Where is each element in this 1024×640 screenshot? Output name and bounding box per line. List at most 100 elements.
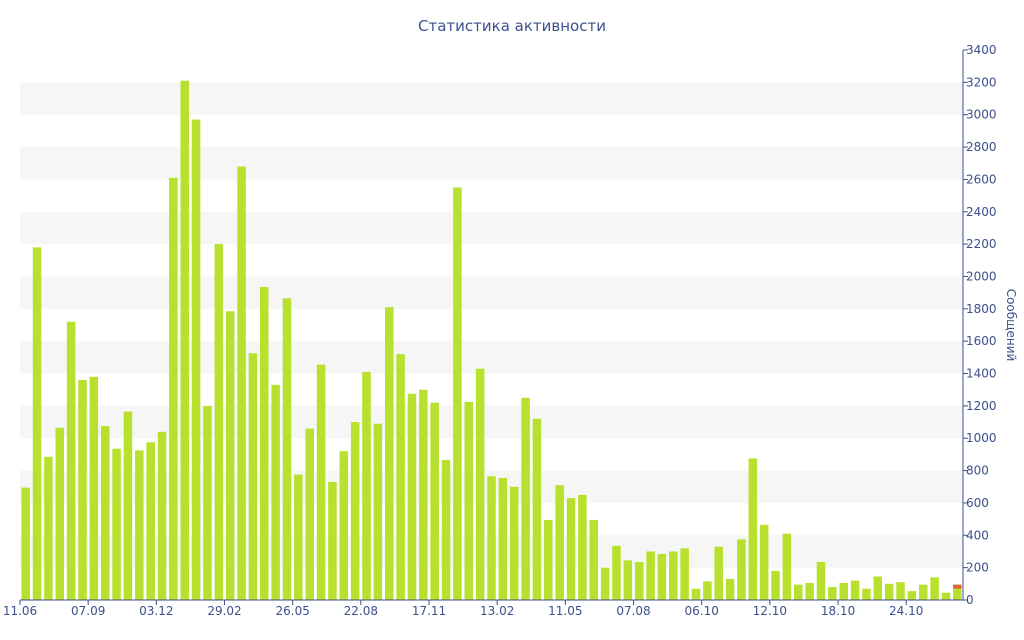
bar [487, 476, 496, 600]
bar [32, 247, 42, 600]
x-tick-label: 11.05 [548, 604, 582, 618]
bar [578, 494, 587, 600]
y-tick-label: 1800 [966, 302, 997, 316]
y-tick-label: 1000 [966, 431, 997, 445]
bar [669, 551, 678, 600]
y-tick-label: 1400 [966, 367, 997, 381]
bar [248, 353, 258, 600]
bar [453, 187, 462, 600]
x-axis-ticks: 11.06 07.09 03.12 29.02 26.05 22.08 17.11 13.02… [3, 600, 923, 618]
grid-band [20, 276, 963, 309]
bar [123, 411, 133, 600]
x-tick-label: 03.12 [139, 604, 173, 618]
bar [907, 591, 917, 600]
bar [748, 458, 758, 600]
bar [135, 450, 144, 600]
y-tick-label: 2000 [966, 269, 997, 283]
bar [918, 584, 928, 600]
bar [441, 460, 451, 600]
bar [816, 561, 826, 600]
bar [828, 587, 837, 600]
bar [850, 580, 860, 600]
bar [793, 584, 803, 600]
bar [623, 560, 633, 600]
bar [555, 485, 564, 600]
bar [78, 380, 87, 600]
bar [884, 583, 894, 600]
bar [419, 389, 428, 600]
bar [839, 583, 848, 600]
bar [930, 577, 939, 600]
bar [350, 422, 360, 600]
y-tick-label: 2200 [966, 237, 997, 251]
bar [339, 451, 349, 600]
bar [100, 426, 110, 600]
y-tick-label: 2800 [966, 140, 997, 154]
bar [44, 456, 53, 600]
bar [873, 576, 883, 600]
bar [566, 498, 576, 600]
bar [691, 588, 701, 600]
bar [509, 486, 519, 600]
bar [646, 551, 655, 600]
bar [953, 584, 962, 600]
bar [214, 244, 224, 600]
bar [169, 177, 178, 600]
x-tick-label: 17.11 [412, 604, 446, 618]
bar [407, 393, 417, 600]
bar [191, 119, 201, 600]
y-tick-label: 400 [966, 528, 989, 542]
bar [271, 384, 280, 600]
y-tick-label: 1200 [966, 399, 997, 413]
x-tick-label: 06.10 [685, 604, 719, 618]
bar [680, 548, 689, 600]
bar [55, 427, 65, 600]
bar [384, 307, 394, 600]
y-tick-label: 2400 [966, 205, 997, 219]
x-tick-label: 07.08 [616, 604, 650, 618]
bar [589, 519, 599, 600]
y-tick-label: 600 [966, 496, 989, 510]
bar [759, 524, 769, 600]
bar [771, 570, 780, 600]
bars [21, 80, 962, 600]
bar [328, 481, 337, 600]
y-axis-ticks: 0 200 400 600 800 1000 1200 1400 1600 1800 2000 220… [963, 43, 997, 607]
y-tick-label: 0 [966, 593, 974, 607]
grid-band [20, 147, 963, 180]
bar [21, 487, 30, 600]
bar [157, 431, 167, 600]
y-tick-label: 3200 [966, 75, 997, 89]
y-tick-label: 3000 [966, 108, 997, 122]
bar [896, 582, 905, 600]
grid-band [20, 82, 963, 115]
bar [237, 166, 246, 600]
x-tick-label: 11.06 [3, 604, 37, 618]
y-tick-label: 2600 [966, 172, 997, 186]
bar [475, 368, 485, 600]
bar [203, 405, 212, 600]
grid-band [20, 211, 963, 245]
bar [396, 354, 405, 600]
x-tick-label: 18.10 [821, 604, 855, 618]
bar [362, 371, 371, 600]
bar [498, 477, 508, 600]
bar [737, 539, 746, 600]
x-tick-label: 07.09 [71, 604, 105, 618]
bar [316, 364, 326, 600]
y-tick-label: 800 [966, 464, 989, 478]
bar [600, 567, 610, 600]
x-tick-label: 22.08 [344, 604, 378, 618]
x-tick-label: 24.10 [889, 604, 923, 618]
bar [225, 311, 235, 600]
bar [294, 474, 303, 600]
x-tick-label: 13.02 [480, 604, 514, 618]
bar [260, 286, 269, 600]
chart-title: Статистика активности [418, 17, 606, 35]
bar [112, 448, 121, 600]
bar [66, 321, 76, 600]
bar [862, 588, 871, 600]
bar [941, 592, 951, 600]
